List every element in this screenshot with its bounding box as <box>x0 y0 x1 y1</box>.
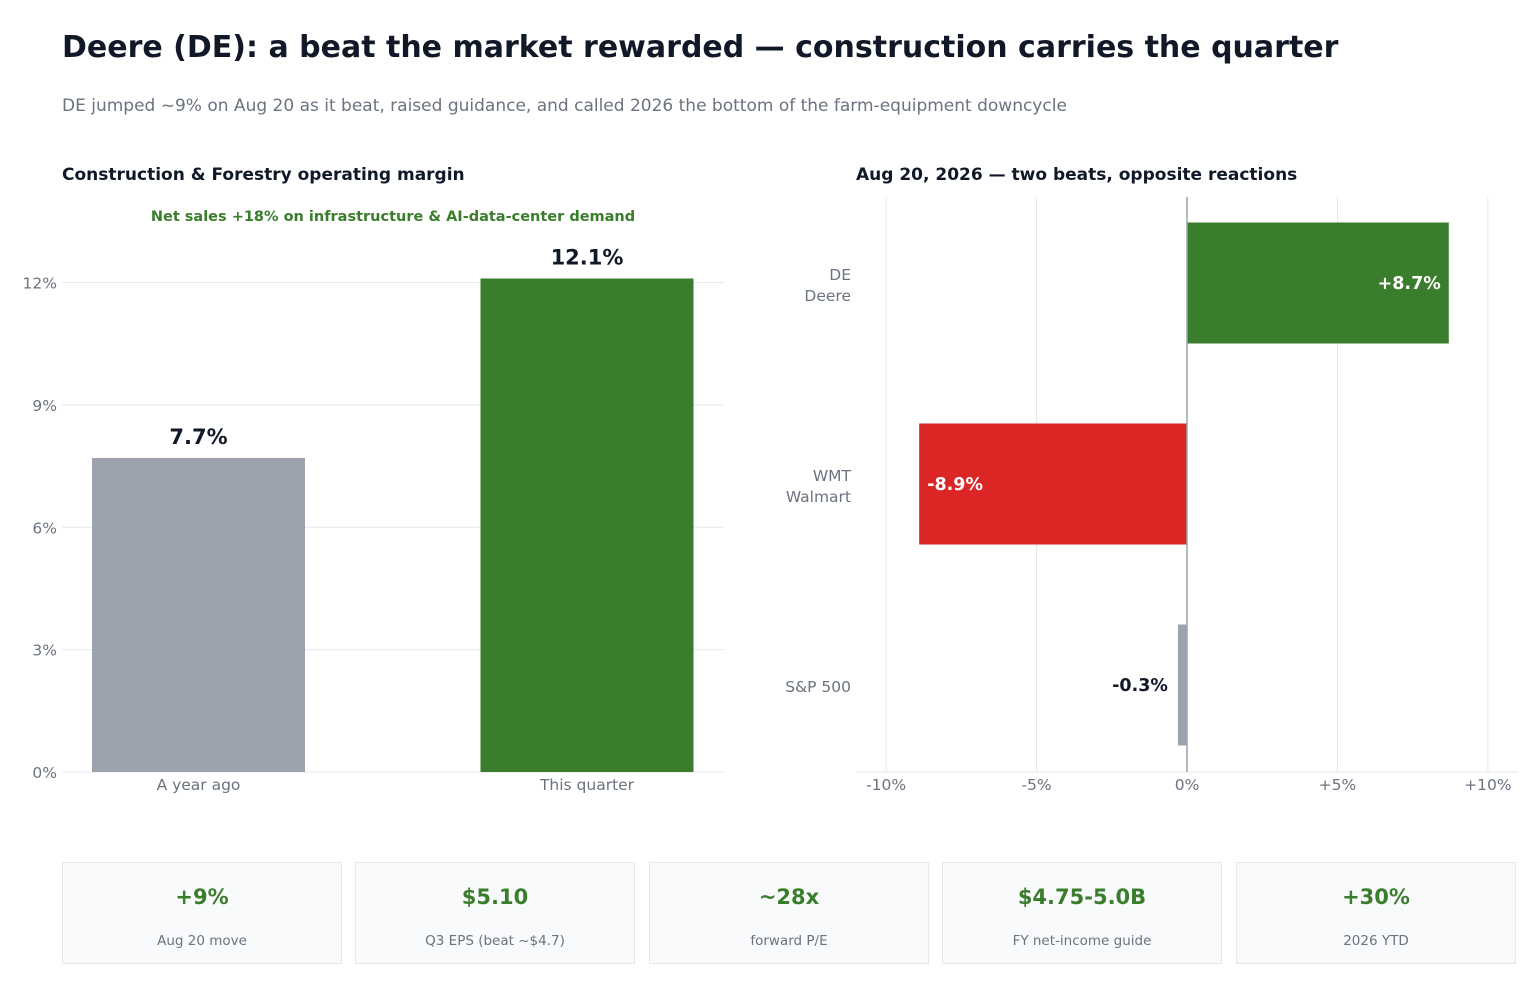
y-tick-label: 12% <box>23 275 57 293</box>
x-tick-label: A year ago <box>157 776 241 794</box>
bar-value-label: -0.3% <box>1112 676 1168 696</box>
chart-title: Construction & Forestry operating margin <box>62 165 465 185</box>
kpi-card-aug20-move: +9% Aug 20 move <box>62 862 342 964</box>
y-tick-label: Deere <box>804 287 851 305</box>
x-tick-label: -10% <box>866 776 906 794</box>
kpi-label: 2026 YTD <box>1343 933 1409 949</box>
y-tick-label: 3% <box>32 642 57 660</box>
y-tick-label: S&P 500 <box>785 678 851 696</box>
x-tick-label: +10% <box>1464 776 1511 794</box>
kpi-card-forward-pe: ~28x forward P/E <box>649 862 929 964</box>
reaction-bar-chart: Aug 20, 2026 — two beats, opposite react… <box>785 165 1518 794</box>
page-title: Deere (DE): a beat the market rewarded —… <box>62 30 1339 65</box>
bar-value-label: 12.1% <box>551 245 624 269</box>
x-tick-label: This quarter <box>539 776 635 794</box>
kpi-label: Aug 20 move <box>157 933 247 949</box>
page-subtitle: DE jumped ~9% on Aug 20 as it beat, rais… <box>62 96 1067 116</box>
margin-bar-chart: Construction & Forestry operating margin… <box>23 165 724 794</box>
bar-value-label: 7.7% <box>169 425 227 449</box>
bar <box>1177 624 1187 746</box>
x-tick-label: 0% <box>1175 776 1200 794</box>
y-tick-label: DE <box>829 266 851 284</box>
bar <box>92 457 305 772</box>
kpi-value: +30% <box>1342 885 1410 909</box>
y-tick-label: 6% <box>32 519 57 537</box>
kpi-value: $4.75-5.0B <box>1017 885 1147 909</box>
chart-annotation: Net sales +18% on infrastructure & AI-da… <box>151 209 635 225</box>
kpi-label: forward P/E <box>750 933 828 949</box>
kpi-row: +9% Aug 20 move $5.10 Q3 EPS (beat ~$4.7… <box>62 862 1518 967</box>
charts-canvas: Construction & Forestry operating margin… <box>23 165 1518 794</box>
y-tick-label: 9% <box>32 397 57 415</box>
y-tick-label: 0% <box>32 764 57 782</box>
y-tick-label: Walmart <box>786 488 851 506</box>
kpi-card-ytd: +30% 2026 YTD <box>1236 862 1516 964</box>
bar-value-label: +8.7% <box>1378 274 1441 294</box>
bar <box>1187 222 1449 344</box>
x-tick-label: +5% <box>1319 776 1357 794</box>
bar <box>480 278 694 772</box>
kpi-label: FY net-income guide <box>1012 933 1152 949</box>
kpi-value: ~28x <box>758 885 820 909</box>
y-tick-label: WMT <box>813 467 852 485</box>
kpi-card-net-income-guide: $4.75-5.0B FY net-income guide <box>942 862 1222 964</box>
chart-title: Aug 20, 2026 — two beats, opposite react… <box>856 165 1297 185</box>
kpi-value: +9% <box>175 885 229 909</box>
x-tick-label: -5% <box>1021 776 1051 794</box>
bar-value-label: -8.9% <box>927 475 983 495</box>
bar <box>919 423 1187 545</box>
kpi-label: Q3 EPS (beat ~$4.7) <box>425 933 565 949</box>
kpi-value: $5.10 <box>461 885 529 909</box>
kpi-card-q3-eps: $5.10 Q3 EPS (beat ~$4.7) <box>355 862 635 964</box>
